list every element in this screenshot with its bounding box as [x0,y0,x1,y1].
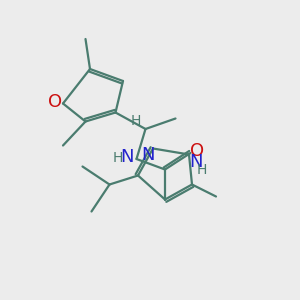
Text: N: N [141,146,154,164]
Text: H: H [131,114,141,128]
Text: N: N [189,153,202,171]
Text: N: N [121,148,134,166]
Text: O: O [190,142,204,160]
Text: O: O [47,93,62,111]
Text: H: H [113,151,123,164]
Text: H: H [196,163,207,177]
